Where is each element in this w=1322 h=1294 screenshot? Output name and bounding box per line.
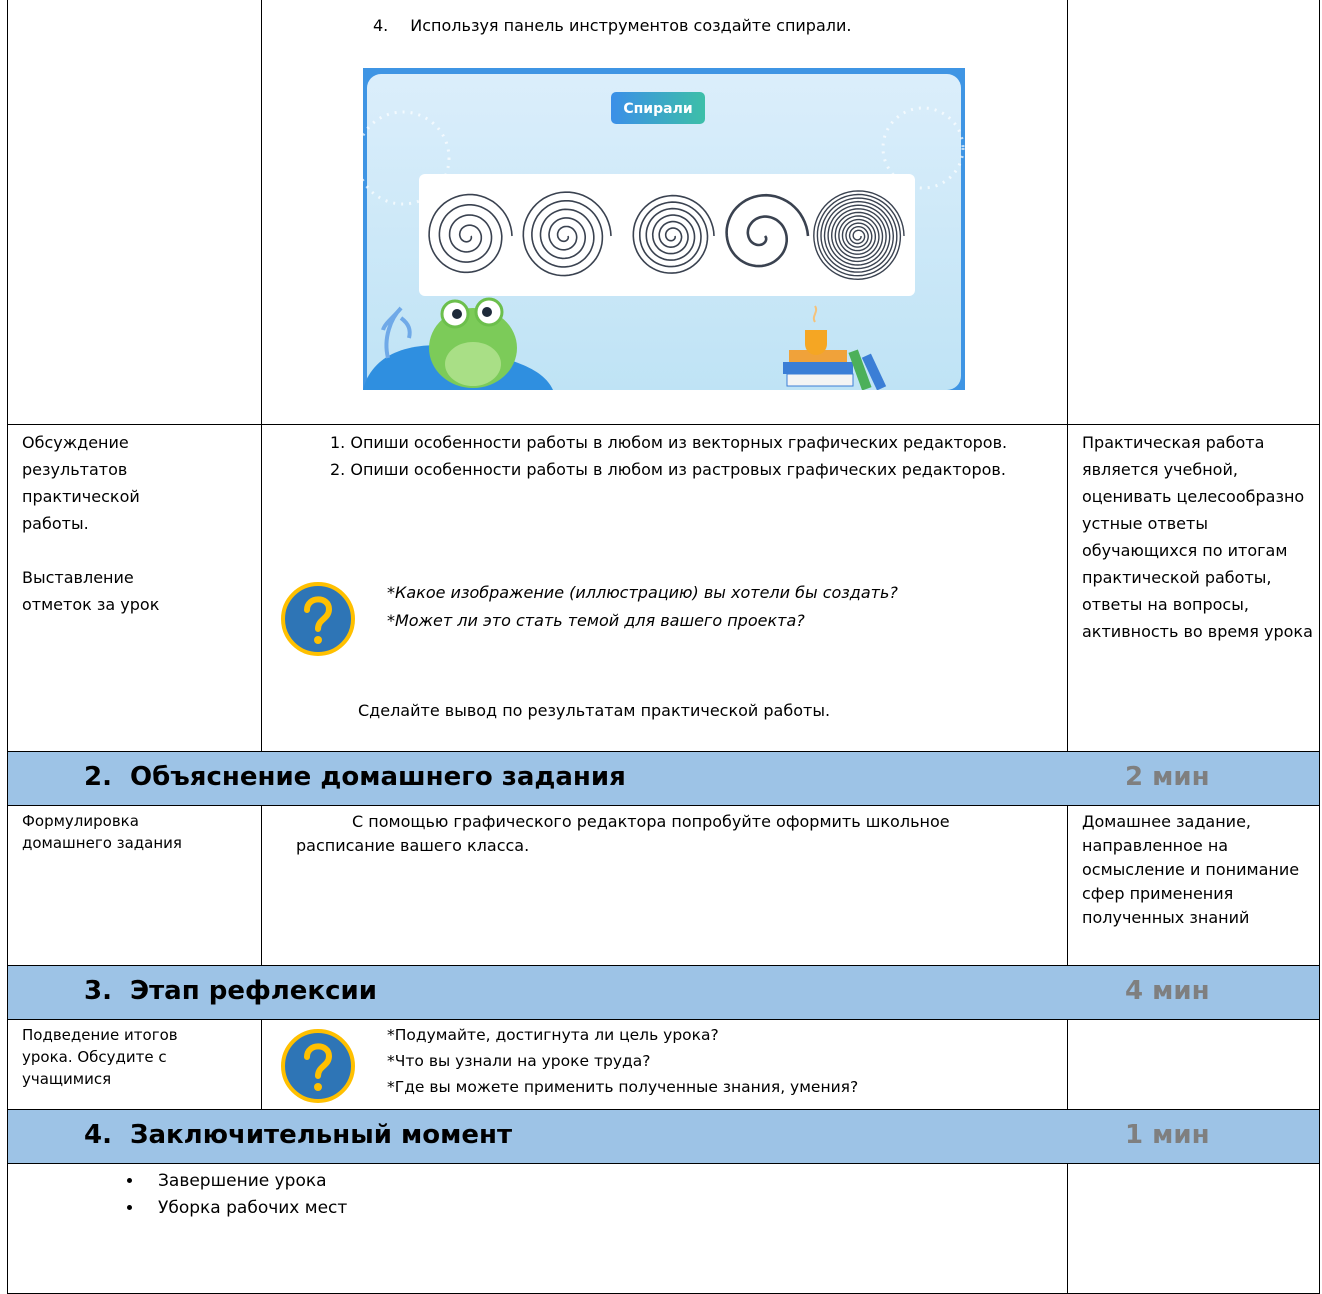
cup [805, 330, 827, 355]
cell: 4. Используя панель инструментов создайте… [262, 0, 1068, 425]
cell: Практическая работа является учебной, оц… [1068, 425, 1320, 752]
question: *Может ли это стать темой для вашего про… [387, 611, 805, 630]
book [861, 353, 887, 390]
decor [363, 110, 451, 206]
section-title: Объяснение домашнего задания [130, 762, 626, 792]
cell: С помощью графического редактора попробу… [262, 806, 1068, 966]
stage-text: Обсуждение результатов практической рабо… [22, 433, 140, 533]
step-text: Используя панель инструментов создайте с… [410, 16, 852, 35]
cell [1068, 0, 1320, 425]
button [611, 92, 705, 124]
spiral [632, 194, 715, 274]
section-header: 2. Объяснение домашнего задания 2 мин [7, 752, 1320, 806]
spiral [725, 193, 810, 268]
button-label: Спирали [623, 101, 692, 117]
question: *Какое изображение (иллюстрацию) вы хоте… [387, 583, 898, 602]
section-header: 4. Заключительный момент 1 мин [7, 1110, 1320, 1164]
cell [1068, 1020, 1320, 1110]
section-duration: 2 мин [1125, 762, 1210, 792]
assessment: Практическая работа является учебной, оц… [1082, 433, 1313, 641]
book [783, 362, 853, 374]
cell [7, 0, 262, 425]
question-icon [281, 1029, 355, 1103]
section-number: 2. [84, 762, 112, 792]
section-duration: 1 мин [1125, 1120, 1210, 1150]
frog-belly [445, 342, 501, 386]
task: 2. Опиши особенности работы в любом из р… [330, 460, 1006, 479]
task: 1. Опиши особенности работы в любом из в… [330, 433, 1008, 452]
spirals [428, 190, 905, 281]
spiral [522, 191, 612, 277]
cell: Домашнее задание, направленное на осмысл… [1068, 806, 1320, 966]
homework-task: С помощью графического редактора попробу… [296, 812, 950, 855]
book [848, 349, 872, 390]
cell: Формулировка домашнего задания [7, 806, 262, 966]
cell: *Подумайте, достигнута ли цель урока? *Ч… [262, 1020, 1068, 1110]
stage: Формулировка домашнего задания [22, 812, 182, 852]
section-number: 4. [84, 1120, 112, 1150]
section-duration: 4 мин [1125, 976, 1210, 1006]
assessment: Домашнее задание, направленное на осмысл… [1082, 812, 1300, 927]
decor [881, 106, 965, 190]
cell: Обсуждение результатов практической рабо… [7, 425, 262, 752]
questions: *Какое изображение (иллюстрацию) вы хоте… [387, 579, 898, 635]
questions: *Подумайте, достигнута ли цель урока? *Ч… [387, 1022, 858, 1100]
cell: Завершение урока Уборка рабочих мест [7, 1164, 1068, 1294]
section-title: Этап рефлексии [130, 976, 377, 1006]
closing-item: Завершение урока [144, 1168, 347, 1195]
section-header: 3. Этап рефлексии 4 мин [7, 966, 1320, 1020]
question-icon [281, 582, 355, 656]
stage: Подведение итогов урока. Обсудите с учащ… [22, 1026, 178, 1088]
cell [1068, 1164, 1320, 1294]
question: *Подумайте, достигнута ли цель урока? [387, 1026, 719, 1044]
stage: Обсуждение результатов практической рабо… [22, 429, 202, 618]
cell: 1. Опиши особенности работы в любом из в… [262, 425, 1068, 752]
steam [812, 305, 818, 323]
step-number: 4. [373, 16, 389, 35]
spiral [428, 193, 513, 274]
closing-item: Уборка рабочих мест [144, 1195, 347, 1222]
question: *Что вы узнали на уроке труда? [387, 1052, 651, 1070]
tasks: 1. Опиши особенности работы в любом из в… [330, 429, 1055, 483]
panel [419, 174, 915, 296]
book [789, 350, 847, 362]
question: *Где вы можете применить полученные знан… [387, 1078, 859, 1096]
step: 4. Используя панель инструментов создайте… [373, 16, 851, 35]
cell: Подведение итогов урока. Обсудите с учащ… [7, 1020, 262, 1110]
stage-text: Выставление отметок за урок [22, 568, 160, 614]
book [786, 373, 854, 387]
section-number: 3. [84, 976, 112, 1006]
frog-pupil [482, 307, 492, 317]
frog-pupil [452, 309, 462, 319]
plant [381, 306, 412, 359]
closing-list: Завершение урока Уборка рабочих мест [8, 1168, 347, 1222]
section-title: Заключительный момент [130, 1120, 513, 1150]
spiral [813, 190, 905, 281]
spiral-screenshot: Спирали [363, 68, 965, 390]
conclusion: Сделайте вывод по результатам практическ… [358, 701, 831, 720]
